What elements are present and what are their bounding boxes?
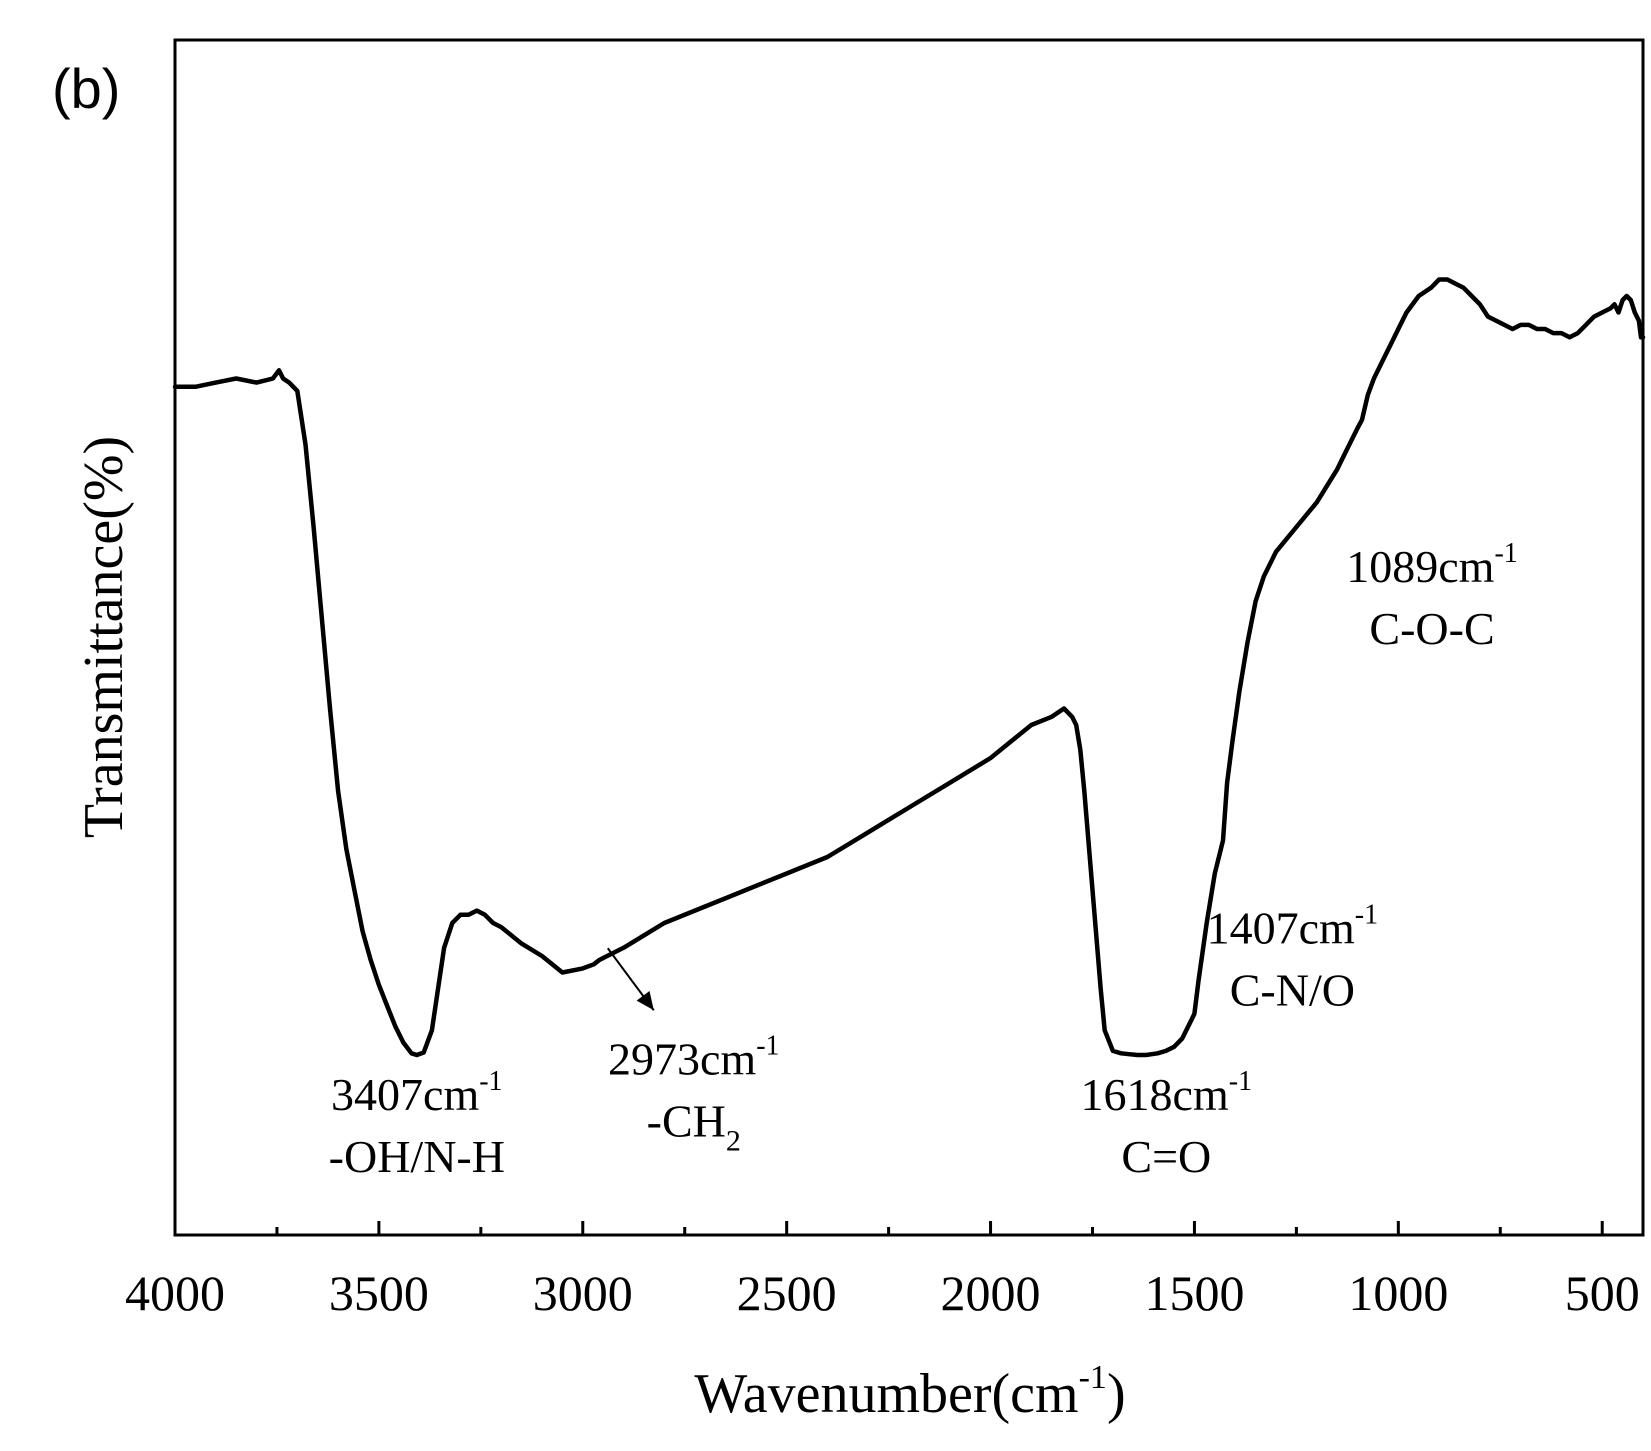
annotation-sup: -1 bbox=[1355, 900, 1378, 931]
annotation-peak-2973: 2973cm-1 -CH2 bbox=[606, 947, 780, 1157]
x-tick-label-1000: 1000 bbox=[1348, 1265, 1448, 1321]
annotation-group-text: C-O-C bbox=[1369, 603, 1494, 654]
x-tick-label-3500: 3500 bbox=[329, 1265, 429, 1321]
annotation-value: 1407cm bbox=[1207, 903, 1355, 954]
annotation-peak-3407: 3407cm-1 -OH/N-H bbox=[329, 1066, 505, 1182]
annotation-group: C-N/O bbox=[1230, 965, 1355, 1016]
x-tick-label-2000: 2000 bbox=[941, 1265, 1041, 1321]
annotation-group-text: C-N/O bbox=[1230, 965, 1355, 1016]
annotation-wavenumber: 1407cm-1 bbox=[1207, 900, 1379, 954]
x-tick-label-4000: 4000 bbox=[125, 1265, 225, 1321]
annotation-group: -OH/N-H bbox=[329, 1131, 505, 1182]
series-line-ftir bbox=[172, 277, 1646, 1058]
annotation-group-text: -OH/N-H bbox=[329, 1131, 505, 1182]
annotation-sup: -1 bbox=[756, 1030, 779, 1061]
annotation-value: 1089cm bbox=[1346, 541, 1494, 592]
annotation-sup: -1 bbox=[1229, 1066, 1252, 1097]
annotation-wavenumber: 2973cm-1 bbox=[608, 1030, 780, 1084]
annotation-wavenumber: 1089cm-1 bbox=[1346, 538, 1518, 592]
annotation-wavenumber: 1618cm-1 bbox=[1081, 1066, 1253, 1120]
annotation-peak-1618: 1618cm-1 C=O bbox=[1081, 1066, 1253, 1182]
panel-label: (b) bbox=[52, 57, 120, 120]
plot-frame bbox=[173, 38, 1645, 1237]
x-tick-label-500: 500 bbox=[1565, 1265, 1640, 1321]
x-axis-tick-labels: 4000 3500 3000 2500 2000 1500 1000 500 bbox=[125, 1265, 1640, 1321]
annotation-peak-1089: 1089cm-1 C-O-C bbox=[1346, 538, 1518, 654]
x-tick-label-2500: 2500 bbox=[737, 1265, 837, 1321]
x-axis-ticks bbox=[173, 1221, 1604, 1235]
y-axis-label: Transmittance(%) bbox=[73, 436, 135, 838]
annotation-sup: -1 bbox=[479, 1066, 502, 1097]
peak-annotations: 3407cm-1-OH/N-H2973cm-1-CH21618cm-1C=O14… bbox=[329, 538, 1518, 1182]
annotation-value: 3407cm bbox=[331, 1069, 479, 1120]
annotation-value: 1618cm bbox=[1081, 1069, 1229, 1120]
annotation-wavenumber: 3407cm-1 bbox=[331, 1066, 503, 1120]
annotation-sub: 2 bbox=[726, 1124, 741, 1157]
x-axis-label-sup: -1 bbox=[1079, 1359, 1107, 1396]
annotation-group-text: -CH bbox=[647, 1095, 726, 1146]
annotation-group: C-O-C bbox=[1369, 603, 1494, 654]
x-tick-label-1500: 1500 bbox=[1144, 1265, 1244, 1321]
annotation-value: 2973cm bbox=[608, 1033, 756, 1084]
annotation-group: C=O bbox=[1121, 1131, 1211, 1182]
x-axis-label-text: Wavenumber(cm bbox=[694, 1363, 1078, 1425]
x-tick-label-3000: 3000 bbox=[533, 1265, 633, 1321]
annotation-sup: -1 bbox=[1494, 538, 1517, 569]
annotation-group: -CH2 bbox=[647, 1095, 741, 1157]
annotation-group-text: C=O bbox=[1121, 1131, 1211, 1182]
annotation-arrowhead bbox=[636, 991, 654, 1011]
annotation-peak-1407: 1407cm-1 C-N/O bbox=[1207, 900, 1379, 1016]
x-axis-label-close: ) bbox=[1107, 1363, 1126, 1425]
x-axis-label: Wavenumber(cm-1) bbox=[694, 1359, 1125, 1425]
